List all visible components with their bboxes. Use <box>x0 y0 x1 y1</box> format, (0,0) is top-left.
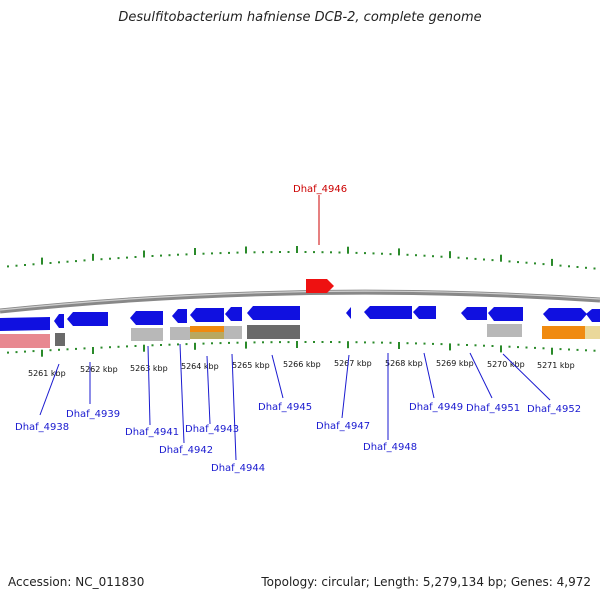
gene-arrow[interactable] <box>172 309 187 323</box>
gene-arrow[interactable] <box>364 306 412 319</box>
leader-line <box>341 354 350 419</box>
kbp-label: 5261 kbp <box>28 369 66 378</box>
genome-backbone-highlight <box>0 290 600 311</box>
feature-block[interactable] <box>131 328 163 341</box>
gene-arrow[interactable] <box>247 306 300 320</box>
feature-block[interactable] <box>542 326 585 339</box>
gene-arrow[interactable] <box>54 314 64 328</box>
gene-label-dhaf-4947[interactable]: Dhaf_4947 <box>316 421 370 432</box>
feature-block[interactable] <box>190 326 224 332</box>
gene-label-dhaf-4952[interactable]: Dhaf_4952 <box>527 404 581 415</box>
gene-arrow[interactable] <box>225 307 242 321</box>
kbp-label: 5271 kbp <box>537 361 575 370</box>
feature-block[interactable] <box>585 326 600 339</box>
genome-backbone <box>0 289 600 314</box>
gene-label-dhaf-4944[interactable]: Dhaf_4944 <box>211 463 265 474</box>
gene-arrow[interactable] <box>461 307 487 320</box>
kbp-scale: 5261 kbp 5262 kbp 5263 kbp 5264 kbp 5265… <box>28 359 575 378</box>
feature-block[interactable] <box>224 326 242 339</box>
feature-block[interactable] <box>0 334 50 348</box>
top-tick-track <box>7 246 596 270</box>
gene-arrow[interactable] <box>586 309 600 322</box>
leader-line <box>179 343 185 444</box>
gene-label-dhaf-4941[interactable]: Dhaf_4941 <box>125 427 179 438</box>
leader-line <box>423 352 435 399</box>
leader-line <box>231 353 237 461</box>
kbp-label: 5267 kbp <box>334 359 372 368</box>
leader-line <box>147 345 151 426</box>
kbp-label: 5266 kbp <box>283 360 321 369</box>
kbp-label: 5269 kbp <box>436 359 474 368</box>
gene-arrow[interactable] <box>0 317 50 331</box>
kbp-label: 5268 kbp <box>385 359 423 368</box>
feature-block[interactable] <box>55 333 65 346</box>
leader-lines <box>39 195 551 461</box>
gene-arrow[interactable] <box>346 307 351 319</box>
gene-arrow[interactable] <box>488 307 523 321</box>
gene-label-dhaf-4945[interactable]: Dhaf_4945 <box>258 402 312 413</box>
feature-block[interactable] <box>247 325 300 339</box>
leader-line <box>271 354 284 399</box>
gene-dhaf-4946-arrow[interactable] <box>306 279 334 293</box>
gene-label-dhaf-4949[interactable]: Dhaf_4949 <box>409 402 463 413</box>
gene-label-dhaf-4948[interactable]: Dhaf_4948 <box>363 442 417 453</box>
kbp-label: 5265 kbp <box>232 361 270 370</box>
gene-arrow[interactable] <box>130 311 163 325</box>
feature-block[interactable] <box>170 327 190 340</box>
gene-label-dhaf-4942[interactable]: Dhaf_4942 <box>159 445 213 456</box>
leader-line <box>469 352 493 399</box>
leader-line <box>39 363 60 416</box>
feature-block[interactable] <box>487 324 522 337</box>
gene-arrow[interactable] <box>190 308 224 322</box>
gene-label-dhaf-4946[interactable]: Dhaf_4946 <box>293 184 347 195</box>
leader-line <box>502 353 551 401</box>
accession-text: Accession: NC_011830 <box>8 575 145 589</box>
gene-arrow[interactable] <box>67 312 108 326</box>
gene-arrow[interactable] <box>413 306 436 319</box>
gene-label-dhaf-4938[interactable]: Dhaf_4938 <box>15 422 69 433</box>
gene-label-dhaf-4943[interactable]: Dhaf_4943 <box>185 424 239 435</box>
kbp-label: 5264 kbp <box>181 362 219 371</box>
gene-label-dhaf-4939[interactable]: Dhaf_4939 <box>66 409 120 420</box>
gene-label-dhaf-4951[interactable]: Dhaf_4951 <box>466 403 520 414</box>
topology-text: Topology: circular; Length: 5,279,134 bp… <box>261 575 591 589</box>
kbp-label: 5262 kbp <box>80 365 118 374</box>
leader-line <box>206 355 211 425</box>
kbp-label: 5270 kbp <box>487 360 525 369</box>
gene-arrow[interactable] <box>543 308 587 321</box>
map-title: Desulfitobacterium hafniense DCB-2, comp… <box>118 10 482 25</box>
bottom-tick-track <box>7 341 596 357</box>
